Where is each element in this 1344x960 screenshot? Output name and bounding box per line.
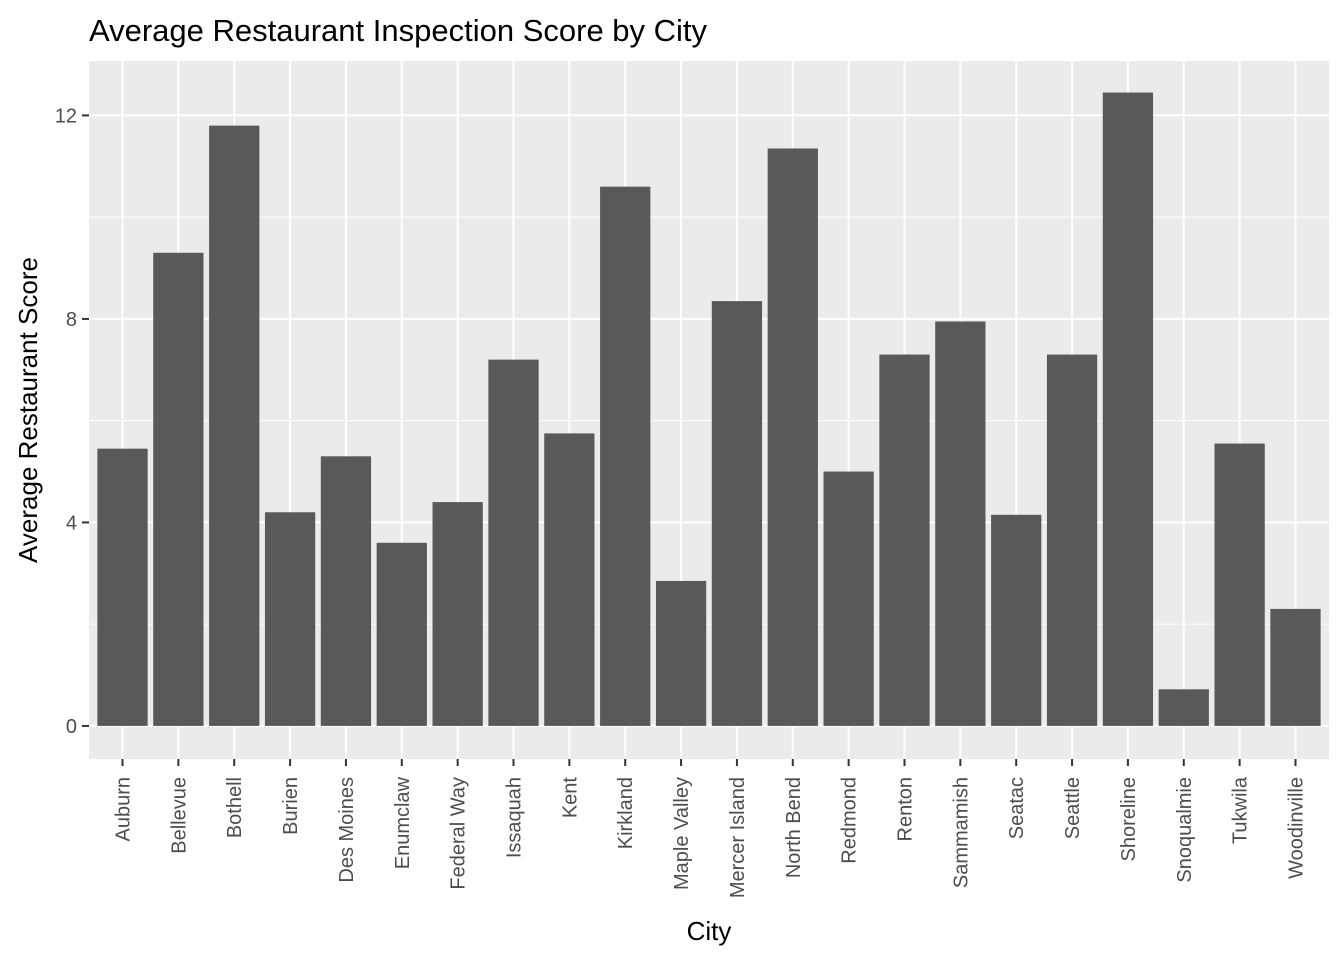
x-tick-label: Issaquah — [504, 777, 526, 858]
bar-snoqualmie — [1158, 689, 1209, 726]
y-tick-label: 12 — [55, 105, 77, 127]
bar-shoreline — [1102, 92, 1154, 726]
x-tick-label: Shoreline — [1118, 777, 1140, 862]
bars — [97, 92, 1321, 726]
x-tick-label: Federal Way — [448, 777, 470, 890]
x-tick-label: North Bend — [783, 777, 805, 878]
bar-seatac — [991, 514, 1042, 726]
chart-title: Average Restaurant Inspection Score by C… — [89, 13, 708, 48]
bar-woodinville — [1270, 608, 1321, 726]
y-tick-label: 4 — [66, 512, 77, 534]
x-axis: Auburn Bellevue Bothell Burien Des Moines Enu… — [113, 759, 1307, 898]
bar-kirkland — [600, 186, 651, 726]
bar-mercer-island — [711, 301, 763, 726]
bar-issaquah — [488, 359, 539, 726]
bar-sammamish — [935, 321, 986, 726]
x-tick-label: Renton — [894, 777, 916, 842]
x-tick-label: Tukwila — [1230, 776, 1252, 844]
x-tick-label: Mercer Island — [727, 777, 749, 898]
x-tick-label: Bothell — [224, 777, 246, 838]
bar-federal-way — [432, 502, 483, 726]
bar-north-bend — [767, 148, 818, 726]
x-tick-label: Kirkland — [615, 777, 637, 849]
bar-bothell — [209, 125, 260, 726]
x-tick-label: Kent — [559, 777, 581, 819]
bar-seattle — [1046, 354, 1098, 726]
bar-redmond — [823, 471, 874, 726]
y-axis-title: Average Restaurant Score — [13, 257, 43, 563]
x-tick-label: Enumclaw — [392, 776, 414, 869]
bar-auburn — [97, 448, 148, 726]
bar-kent — [544, 433, 595, 726]
bar-tukwila — [1214, 443, 1265, 726]
x-tick-label: Woodinville — [1285, 777, 1307, 879]
bar-des-moines — [320, 456, 372, 726]
bar-enumclaw — [376, 542, 427, 726]
x-tick-label: Auburn — [113, 777, 135, 842]
x-tick-label: Snoqualmie — [1174, 777, 1196, 883]
x-tick-label: Seatac — [1006, 777, 1028, 839]
x-tick-label: Maple Valley — [671, 777, 693, 890]
x-tick-label: Burien — [280, 777, 302, 835]
y-tick-label: 8 — [66, 309, 77, 331]
bar-renton — [879, 354, 930, 726]
x-tick-label: Bellevue — [168, 777, 190, 854]
x-tick-label: Des Moines — [336, 777, 358, 883]
bar-maple-valley — [655, 580, 707, 726]
x-tick-label: Seattle — [1062, 777, 1084, 839]
x-tick-label: Sammamish — [950, 777, 972, 888]
y-axis: 0 4 8 12 — [55, 105, 89, 738]
bar-burien — [264, 512, 316, 726]
bar-bellevue — [153, 252, 204, 726]
y-tick-label: 0 — [66, 716, 77, 738]
x-axis-title: City — [687, 916, 732, 946]
x-tick-label: Redmond — [839, 777, 861, 864]
